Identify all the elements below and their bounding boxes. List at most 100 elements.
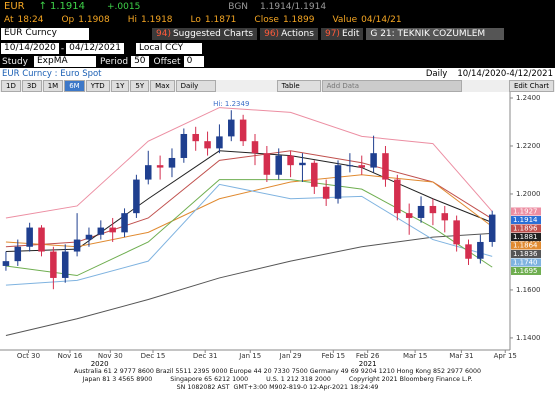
- chart: 2020 2021 1.24001.22001.20001.18001.1600…: [0, 92, 541, 368]
- y-tick-label: 1.1400: [516, 334, 541, 342]
- y-tick-label: 1.2000: [516, 190, 541, 198]
- end-date[interactable]: 04/12/2021: [66, 43, 124, 54]
- candle-body: [50, 251, 57, 278]
- candle-body: [263, 153, 271, 175]
- period[interactable]: 50: [131, 56, 149, 67]
- candle-body: [275, 155, 282, 175]
- overlay-line: [5, 232, 493, 337]
- candle-body: [251, 141, 259, 154]
- study-name[interactable]: ExpMA: [34, 56, 96, 67]
- stat-value: 1.1871: [204, 14, 237, 25]
- candle-body: [287, 155, 294, 166]
- candle-body: [405, 213, 413, 218]
- candle-body: [216, 136, 223, 149]
- source: BGN: [228, 1, 249, 12]
- year-label: 2020: [91, 360, 109, 368]
- range-button[interactable]: 1Y: [110, 80, 130, 92]
- stat-label: Close: [254, 14, 279, 25]
- last-value-box: [511, 249, 541, 258]
- edit-chart[interactable]: Edit Chart: [508, 80, 554, 92]
- chart-title: EUR Curncy : Euro Spot: [2, 68, 102, 79]
- button-bar: 1D 3D 1M 6M YTD 1Y 5Y Max Daily Table Add Data Edit…: [0, 80, 555, 92]
- last-value-label: 1.1695: [513, 267, 538, 275]
- candle-body: [429, 205, 437, 214]
- stat-value: 1.1899: [282, 14, 315, 25]
- candle-body: [465, 244, 472, 259]
- candle-body: [228, 119, 235, 137]
- y-tick-label: 1.1600: [516, 286, 541, 294]
- menu-button[interactable]: 96) Actions: [260, 28, 318, 40]
- last-value-box: [511, 215, 541, 224]
- stat-label: Lo: [190, 14, 201, 25]
- year-label: 2021: [359, 360, 377, 368]
- x-tick-label: Dec 31: [193, 352, 218, 360]
- candle-body: [73, 239, 81, 252]
- candle-body: [192, 133, 199, 142]
- footer-line: SN 1082082 AST GMT+3:00 M902-819-0 12-Ap…: [176, 384, 379, 391]
- x-tick-label: Nov 16: [58, 352, 83, 360]
- table-button[interactable]: Table: [276, 80, 321, 92]
- menus: 94) Suggested Charts 96) Actions 97) Edit: [149, 28, 364, 40]
- candle-body: [239, 119, 247, 142]
- start-date[interactable]: 10/14/2020: [1, 43, 59, 54]
- menu-button[interactable]: 94) Suggested Charts: [152, 28, 258, 40]
- range-button[interactable]: YTD: [85, 80, 110, 92]
- candle-body: [477, 241, 484, 259]
- last-price: 1.1914: [49, 1, 85, 12]
- x-tick-label: Oct 30: [17, 352, 40, 360]
- footer-line: Japan 81 3 4565 8900 Singapore 65 6212 1…: [82, 376, 473, 383]
- menu-label: Actions: [281, 29, 314, 39]
- currency[interactable]: Local CCY: [136, 43, 202, 54]
- ticker: EUR: [4, 1, 25, 12]
- x-tick-label: Jan 15: [238, 352, 261, 360]
- range-button[interactable]: 1D: [1, 80, 21, 92]
- x-tick-label: Dec 15: [141, 352, 166, 360]
- chart-header: EUR Curncy : Euro Spot Daily 10/14/2020-…: [0, 68, 555, 79]
- offset[interactable]: 0: [183, 56, 204, 67]
- study-bar: Study ExpMA Period 50 Offset 0: [0, 55, 555, 68]
- range-bar: 10/14/2020 - 04/12/2021 Local CCY: [0, 42, 555, 55]
- stat-value: 04/14/21: [361, 14, 402, 25]
- overlay-line: [5, 107, 493, 219]
- x-tick-label: Apr 15: [494, 352, 517, 360]
- add-data[interactable]: Add Data: [321, 80, 462, 92]
- range-button[interactable]: Max: [150, 80, 175, 92]
- last-value-box: [511, 224, 541, 233]
- annotation: Hi: 1.2349: [213, 100, 249, 108]
- candle-body: [358, 165, 366, 168]
- y-tick-label: 1.2400: [516, 94, 541, 102]
- bid-ask: 1.1914/1.1914: [260, 1, 327, 12]
- range-button[interactable]: 1M: [42, 80, 64, 92]
- range-button[interactable]: 6M: [64, 80, 85, 92]
- menu-key: 94): [156, 29, 171, 39]
- x-tick-label: Jan 29: [279, 352, 302, 360]
- menu-button[interactable]: 97) Edit: [320, 28, 364, 40]
- last-value-label: 1.1927: [513, 207, 538, 215]
- last-value-label: 1.1881: [513, 233, 538, 241]
- security-input[interactable]: EUR Curncy: [1, 28, 89, 40]
- change: +.0015: [106, 1, 141, 12]
- menu-label: Suggested Charts: [172, 29, 254, 39]
- x-tick-label: Nov 30: [98, 352, 123, 360]
- x-tick-label: Feb 26: [356, 352, 380, 360]
- candle-body: [26, 227, 33, 247]
- range-button[interactable]: 3D: [21, 80, 42, 92]
- quote-bar: EUR ↑ 1.1914 +.0015 BGN 1.1914/1.1914: [0, 0, 555, 13]
- candle-body: [85, 234, 93, 240]
- candle-body: [370, 153, 377, 168]
- candle-body: [311, 162, 318, 187]
- range-button[interactable]: 5Y: [130, 80, 150, 92]
- period-label: Period: [100, 56, 129, 67]
- candle-body: [334, 165, 342, 199]
- x-tick-label: Mar 31: [449, 352, 473, 360]
- x-tick-label: Mar 15: [403, 352, 427, 360]
- menu-key: 97): [324, 29, 340, 39]
- candle-body: [417, 205, 425, 218]
- stat-label: Value: [332, 14, 358, 25]
- offset-label: Offset: [153, 56, 181, 67]
- footer-line: Australia 61 2 9777 8600 Brazil 5511 239…: [73, 368, 482, 375]
- last-value-label: 1.1896: [513, 224, 538, 232]
- last-value-label: 1.1836: [513, 250, 538, 258]
- period-select[interactable]: Daily: [175, 80, 216, 92]
- template[interactable]: G 21: TEKNIK COZUMLEM: [366, 28, 505, 40]
